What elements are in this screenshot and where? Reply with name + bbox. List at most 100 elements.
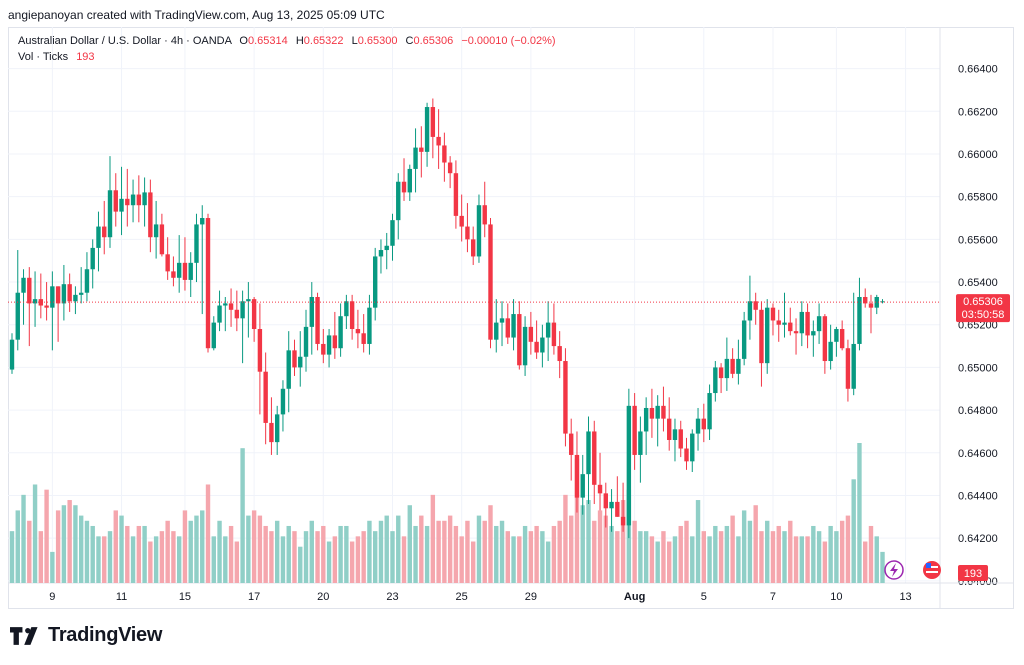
candle-body <box>563 361 568 434</box>
candle-body <box>61 284 67 304</box>
candle-body <box>286 350 291 389</box>
candle-body <box>21 277 26 293</box>
volume-bar <box>863 541 868 583</box>
candle-body <box>113 190 118 212</box>
volume-bar <box>765 520 770 583</box>
price-chart[interactable]: 0.640000.642000.644000.646000.648000.650… <box>8 27 1014 609</box>
candle-body <box>695 418 701 434</box>
candle-body <box>661 405 666 419</box>
candle-body <box>153 224 159 238</box>
volume-bar <box>349 541 355 583</box>
candle-body <box>569 433 574 455</box>
us-flag-event-icon[interactable] <box>923 561 941 579</box>
candle-body <box>182 262 188 280</box>
candle-body <box>632 405 637 455</box>
candle-body <box>73 294 78 302</box>
volume-bar <box>707 536 712 583</box>
volume-bar <box>551 525 557 583</box>
volume-bar <box>73 505 78 583</box>
volume-bar <box>534 525 539 583</box>
candle-body <box>303 326 309 357</box>
candle-body <box>384 245 389 251</box>
x-tick-label: 7 <box>770 591 776 603</box>
volume-bar <box>286 525 291 583</box>
volume-bar <box>407 505 412 583</box>
candle-body <box>643 407 649 432</box>
candle-body <box>845 348 851 389</box>
candle-body <box>257 329 263 372</box>
candle-body <box>788 322 793 332</box>
candle-body <box>38 299 44 306</box>
candle-body <box>447 162 453 174</box>
volume-bar <box>701 531 706 583</box>
volume-bar <box>713 525 718 583</box>
volume-bar <box>84 520 90 583</box>
legend-volume-label[interactable]: Vol · Ticks <box>18 51 69 63</box>
candle-body <box>839 329 845 349</box>
y-tick-label: 0.65600 <box>958 234 998 246</box>
candle-body <box>592 431 597 485</box>
volume-bar <box>471 541 476 583</box>
volume-bar <box>372 531 378 583</box>
volume-bar <box>55 510 61 583</box>
candle-body <box>251 299 257 330</box>
candle-body <box>413 147 418 169</box>
tradingview-logo-icon <box>10 626 38 645</box>
volume-bar <box>632 520 637 583</box>
volume-bar <box>517 536 522 583</box>
x-tick-label: 10 <box>830 591 842 603</box>
volume-bar <box>597 510 603 583</box>
candle-body <box>707 393 712 430</box>
candle-body <box>828 341 833 362</box>
candle-body <box>465 226 470 240</box>
volume-bar <box>38 531 44 583</box>
candle-body <box>511 314 516 338</box>
volume-bar <box>298 546 303 583</box>
candle-body <box>609 501 614 509</box>
volume-bar <box>321 525 326 583</box>
candle-body <box>545 322 551 338</box>
candle-body <box>125 198 130 206</box>
legend-low: 0.65300 <box>357 35 398 47</box>
bar-countdown: 03:50:58 <box>962 309 1005 321</box>
volume-bar <box>367 520 372 583</box>
candle-body <box>102 226 107 238</box>
candle-body <box>522 326 528 366</box>
candle-body <box>459 215 464 227</box>
candle-body <box>505 318 510 338</box>
candle-body <box>499 318 505 323</box>
volume-bar <box>188 520 193 583</box>
candle-body <box>551 322 557 347</box>
volume-bar <box>90 525 95 583</box>
volume-bar <box>615 531 620 583</box>
y-tick-label: 0.66400 <box>958 64 998 76</box>
volume-bar <box>667 541 672 583</box>
candle-body <box>234 309 240 319</box>
candle-body <box>857 296 862 344</box>
volume-bar <box>136 525 142 583</box>
x-tick-label: 25 <box>456 591 468 603</box>
candle-body <box>142 192 147 206</box>
candle-body <box>419 147 424 152</box>
volume-bar <box>839 520 845 583</box>
candle-body <box>32 299 38 304</box>
volume-bar <box>741 510 747 583</box>
candle-body <box>430 107 436 137</box>
candle-body <box>119 198 124 212</box>
legend-symbol[interactable]: Australian Dollar / U.S. Dollar · 4h · O… <box>18 35 232 47</box>
candle-body <box>9 339 15 370</box>
candle-body <box>130 194 136 206</box>
candle-body <box>96 226 101 248</box>
candle-body <box>55 286 61 304</box>
volume-bar <box>620 500 626 583</box>
volume-bar <box>171 531 176 583</box>
candle-body <box>378 250 384 257</box>
volume-bar <box>442 520 447 583</box>
candle-body <box>793 331 799 334</box>
volume-bar <box>401 536 407 583</box>
candle-body <box>534 341 539 353</box>
candle-body <box>476 205 482 257</box>
candle-body <box>638 431 643 455</box>
x-tick-label: Aug <box>624 591 645 603</box>
candle-body <box>338 316 343 349</box>
